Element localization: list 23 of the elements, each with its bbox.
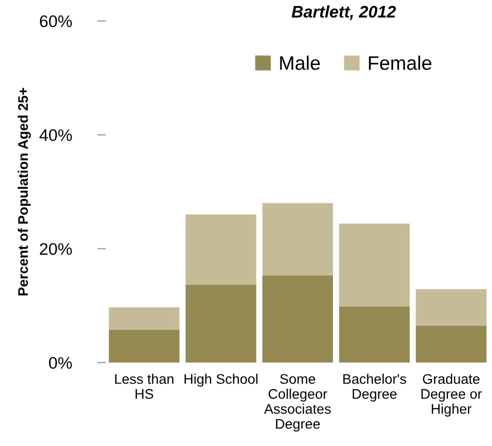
bar [262, 275, 333, 363]
x-tick-label: Bachelor's Degree [343, 374, 406, 402]
y-tick-label: 0% [49, 357, 72, 369]
y-tick-label: 60% [40, 15, 72, 28]
y-tick-label: 40% [39, 129, 72, 142]
bar [416, 326, 486, 363]
x-tick-label: High School [184, 374, 258, 387]
bar [108, 330, 180, 363]
bar [416, 289, 486, 326]
chart-title: Bartlett, 2012 [292, 5, 396, 20]
bar [339, 224, 410, 306]
bar [339, 306, 410, 363]
bar [108, 307, 180, 330]
bar [186, 284, 256, 363]
x-tick-label: Less than HS [115, 374, 174, 399]
legend-label: Male [280, 56, 320, 70]
bar [262, 203, 333, 276]
x-tick-label: Graduate Degree or Higher [421, 374, 482, 417]
legend-label: Female [368, 56, 432, 70]
x-tick-label: Some Collegeor Associates Degree [264, 374, 331, 432]
bar [186, 214, 256, 285]
y-tick-label: 20% [40, 243, 72, 255]
y-axis-title: Percent of Population Aged 25+ [18, 88, 31, 296]
